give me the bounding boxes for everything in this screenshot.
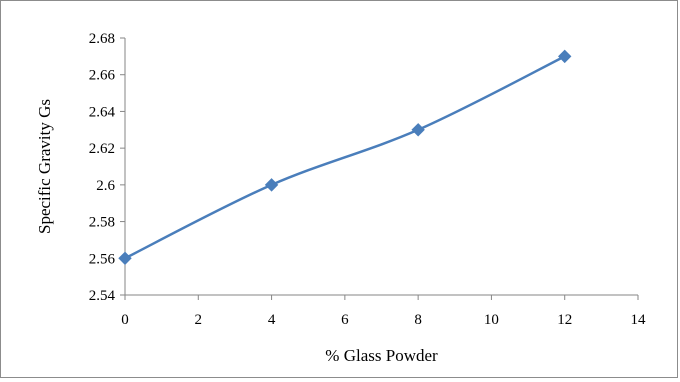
data-point-marker bbox=[558, 49, 572, 64]
y-axis-title: Specific Gravity Gs bbox=[35, 99, 54, 234]
y-tick-label: 2.66 bbox=[89, 68, 116, 84]
axes bbox=[120, 37, 639, 300]
data-point-marker bbox=[264, 178, 279, 192]
x-tick-label: 6 bbox=[341, 312, 349, 328]
y-tick-label: 2.54 bbox=[89, 288, 116, 304]
data-point-marker bbox=[411, 123, 425, 137]
y-tick-label: 2.6 bbox=[96, 178, 115, 194]
x-tick-label: 0 bbox=[121, 312, 129, 328]
y-tick-label: 2.68 bbox=[89, 31, 115, 47]
x-tick-label: 4 bbox=[268, 312, 276, 328]
line-chart: 2.54 2.56 2.58 2.6 2.62 2.64 2.66 2.68 0 2 4 6 8 10 12… bbox=[35, 31, 646, 365]
tick-labels: 2.54 2.56 2.58 2.6 2.62 2.64 2.66 2.68 0 2 4 6 8 10 12… bbox=[89, 31, 646, 328]
y-tick-label: 2.62 bbox=[89, 141, 115, 157]
x-tick-label: 2 bbox=[195, 312, 203, 328]
x-tick-label: 8 bbox=[414, 312, 422, 328]
y-tick-label: 2.56 bbox=[89, 251, 116, 267]
x-tick-label: 12 bbox=[557, 312, 572, 328]
y-tick-label: 2.58 bbox=[89, 215, 115, 231]
x-axis-title: % Glass Powder bbox=[325, 346, 438, 365]
x-tick-label: 10 bbox=[484, 312, 499, 328]
x-tick-label: 14 bbox=[631, 312, 647, 328]
data-point-marker bbox=[118, 251, 132, 265]
series-line bbox=[124, 55, 566, 260]
y-tick-label: 2.64 bbox=[89, 104, 116, 120]
series-layer bbox=[118, 49, 572, 265]
